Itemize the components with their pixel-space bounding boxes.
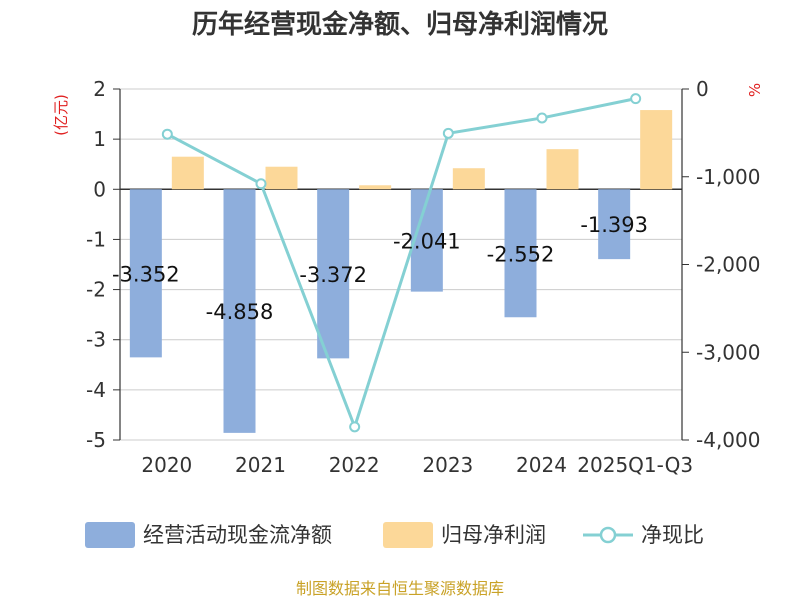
right-tick-label: -1,000 [696,165,760,189]
left-tick-label: -3 [86,328,106,352]
bar-netprofit [171,156,204,190]
left-axis-unit: (亿元) [52,94,70,136]
bar-cashflow [410,189,443,292]
bar-netprofit [640,110,673,190]
bar-netprofit [546,149,579,190]
bar-cashflow [317,189,350,359]
bars [129,110,673,433]
x-tick-label: 2022 [329,453,380,477]
axes: 210-1-2-3-4-50-1,000-2,000-3,000-4,00020… [86,77,760,477]
ratio-point [161,128,173,140]
source-note: 制图数据来自恒生聚源数据库 [296,579,504,598]
bar-cashflow [598,189,631,260]
legend-label-ratio: 净现比 [641,523,704,547]
left-tick-label: 1 [93,127,106,151]
x-tick-label: 2021 [235,453,286,477]
bar-cashflow [129,189,162,358]
data-label-cashflow: -3.372 [299,263,367,287]
bar-cashflow [504,189,537,318]
legend-label-netprofit: 归母净利润 [441,523,546,547]
right-tick-label: -2,000 [696,253,760,277]
data-label-cashflow: -3.352 [112,262,180,286]
left-tick-label: 2 [93,77,106,101]
ratio-point [442,127,454,139]
x-tick-label: 2020 [141,453,192,477]
data-label-cashflow: -4.858 [206,300,274,324]
legend-swatch-netprofit [383,522,433,548]
data-label-cashflow: -1.393 [580,213,648,237]
legend-marker-ratio [599,526,617,544]
data-label-cashflow: -2.041 [393,229,461,253]
bar-netprofit [452,168,485,190]
data-labels: -3.352 -4.858 -3.372 -2.041 -2.552 -1.393 [112,213,648,324]
x-tick-label: 2024 [516,453,567,477]
ratio-polyline [166,97,636,432]
left-tick-label: -1 [86,227,106,251]
bar-netprofit [265,166,298,190]
ratio-point [349,421,361,433]
left-tick-label: -2 [86,278,106,302]
right-axis-unit: % [746,83,764,97]
bar-netprofit [359,185,392,190]
legend: 经营活动现金流净额 归母净利润 净现比 [85,522,704,548]
legend-swatch-cashflow [85,522,135,548]
x-tick-label: 2023 [422,453,473,477]
ratio-line [161,93,642,433]
right-tick-label: -3,000 [696,340,760,364]
bar-cashflow [223,189,256,433]
data-label-cashflow: -2.552 [487,242,555,266]
gridlines [120,88,682,441]
ratio-point [630,93,642,105]
legend-label-cashflow: 经营活动现金流净额 [143,523,332,547]
chart-title: 历年经营现金净额、归母净利润情况 [192,9,608,40]
ratio-point [536,112,548,124]
x-tick-label: 2025Q1-Q3 [577,453,693,477]
left-tick-label: -4 [86,378,106,402]
right-tick-label: 0 [696,77,709,101]
left-tick-label: -5 [86,428,106,452]
right-tick-label: -4,000 [696,428,760,452]
ratio-point [255,178,267,190]
left-tick-label: 0 [93,177,106,201]
